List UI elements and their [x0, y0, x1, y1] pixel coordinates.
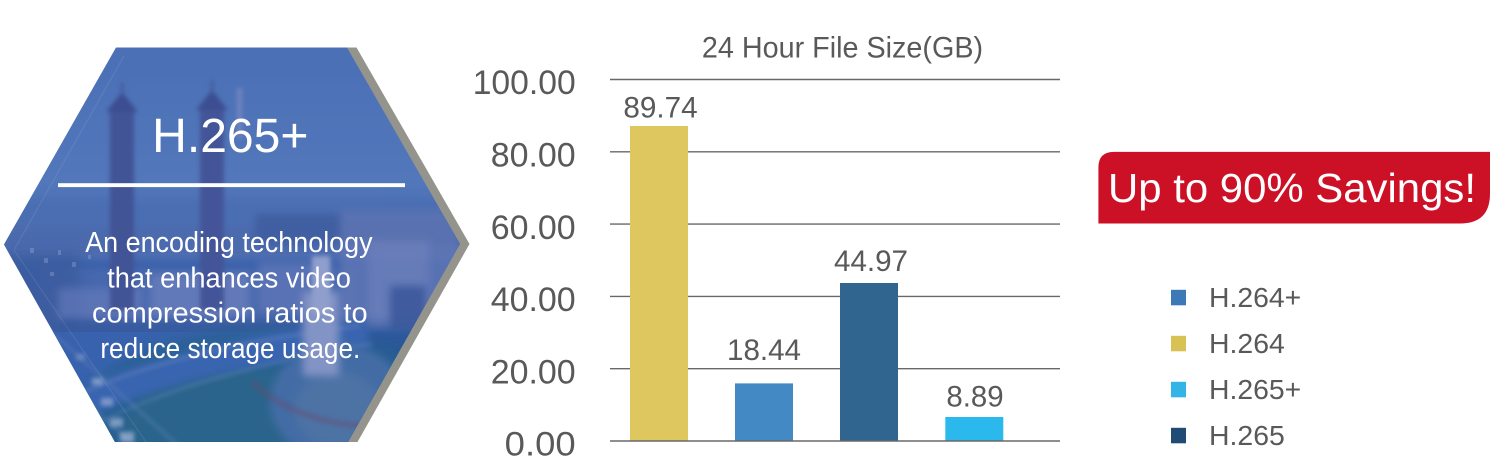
svg-text:40.00: 40.00	[491, 281, 576, 319]
svg-text:reduce storage usage.: reduce storage usage.	[100, 333, 360, 365]
svg-text:H.265+: H.265+	[152, 110, 308, 163]
svg-text:Up to 90% Savings!: Up to 90% Savings!	[1108, 165, 1476, 211]
svg-text:44.97: 44.97	[834, 245, 908, 278]
svg-text:H.264+: H.264+	[1209, 282, 1301, 313]
svg-text:18.44: 18.44	[727, 334, 801, 367]
svg-text:8.89: 8.89	[946, 381, 1003, 414]
svg-text:60.00: 60.00	[491, 209, 576, 247]
svg-text:89.74: 89.74	[623, 92, 697, 125]
svg-text:H.264: H.264	[1209, 328, 1285, 359]
svg-text:0.00: 0.00	[505, 426, 576, 461]
svg-text:compression ratios to: compression ratios to	[92, 298, 368, 330]
svg-text:that enhances video: that enhances video	[107, 262, 351, 294]
svg-text:An encoding technology: An encoding technology	[85, 227, 373, 259]
svg-text:100.00: 100.00	[473, 64, 576, 102]
svg-text:20.00: 20.00	[491, 353, 576, 391]
svg-text:80.00: 80.00	[491, 137, 576, 175]
svg-text:H.265+: H.265+	[1209, 374, 1301, 405]
svg-text:24 Hour File Size(GB): 24 Hour File Size(GB)	[702, 32, 983, 65]
svg-text:H.265: H.265	[1209, 420, 1285, 451]
